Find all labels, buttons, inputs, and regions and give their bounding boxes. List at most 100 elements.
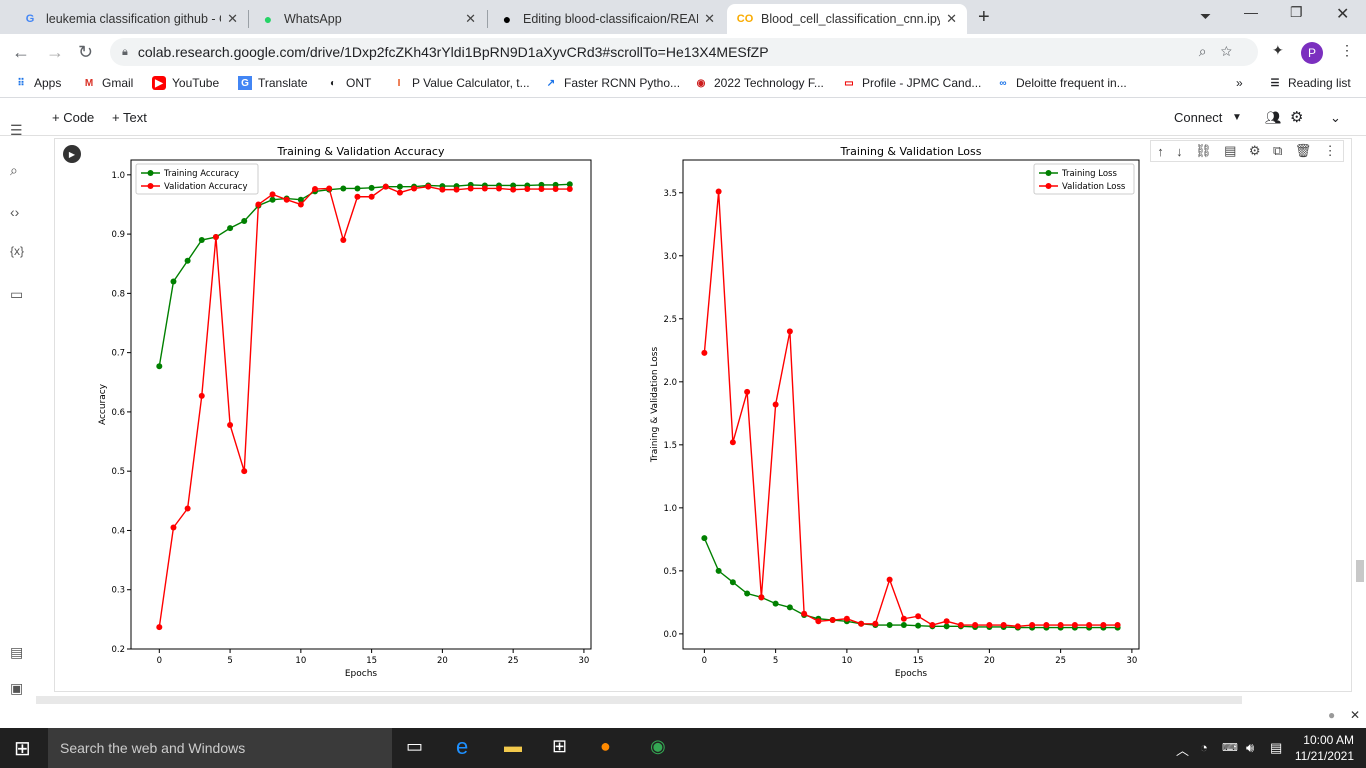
tab-search-icon[interactable]: ⏷ xyxy=(1200,8,1212,24)
close-icon[interactable]: ✕ xyxy=(704,11,715,26)
data-point xyxy=(829,617,836,624)
tab-whatsapp[interactable]: ● WhatsApp ✕ xyxy=(250,4,486,34)
notification-icon[interactable]: ▤ xyxy=(1270,740,1283,755)
avatar[interactable]: P xyxy=(1301,42,1323,64)
data-point xyxy=(156,624,163,631)
pvalue-icon: I xyxy=(397,77,401,89)
bookmark-jpmc[interactable]: ▭ Profile - JPMC Cand... xyxy=(842,76,981,90)
horizontal-scrollbar[interactable] xyxy=(36,696,1242,704)
bookmark-gmail[interactable]: M Gmail xyxy=(82,76,134,90)
close-icon[interactable]: ✕ xyxy=(946,11,957,26)
data-point xyxy=(957,622,964,629)
task-view-icon[interactable]: ▭ xyxy=(406,736,424,756)
forward-icon[interactable]: → xyxy=(46,42,64,62)
data-point xyxy=(510,182,517,189)
x-tick-label: 10 xyxy=(295,656,306,666)
data-point xyxy=(198,392,205,399)
add-code-button[interactable]: + Code xyxy=(52,110,95,125)
close-icon[interactable]: ✕ xyxy=(465,11,476,26)
share-people-icon[interactable]: 👥︎ xyxy=(1265,110,1282,125)
taskbar-clock[interactable]: 10:00 AM 11/21/2021 xyxy=(1295,732,1354,764)
data-point xyxy=(943,618,950,625)
mirror-cell-icon[interactable]: ⧉ xyxy=(1272,143,1283,158)
minimize-icon[interactable]: — xyxy=(1244,4,1258,20)
connect-dropdown-icon[interactable]: ▼ xyxy=(1232,112,1242,123)
tab-colab-notebook[interactable]: CO Blood_cell_classification_cnn.ipyn ✕ xyxy=(727,4,967,34)
back-icon[interactable]: ← xyxy=(12,42,30,62)
move-down-icon[interactable]: ↓ xyxy=(1176,143,1183,159)
close-icon[interactable]: ✕ xyxy=(227,11,238,26)
store-icon[interactable]: ⊞ xyxy=(552,736,568,756)
y-tick-label: 2.0 xyxy=(663,378,677,388)
bookmark-deloitte[interactable]: ∞ Deloitte frequent in... xyxy=(996,76,1126,90)
comment-icon[interactable]: ▤ xyxy=(1224,143,1237,158)
variables-icon[interactable]: {x} xyxy=(10,244,25,258)
bookmark-ont[interactable]: ◐ ONT xyxy=(326,76,371,90)
bookmark-technology[interactable]: ◉ 2022 Technology F... xyxy=(694,76,824,90)
code-snippets-icon[interactable]: ‹› xyxy=(10,204,20,220)
data-point xyxy=(340,185,347,192)
add-text-button[interactable]: + Text xyxy=(112,110,147,125)
extensions-icon[interactable]: ✦ xyxy=(1272,42,1284,58)
data-point xyxy=(269,191,276,198)
link-icon[interactable]: ⛓︎ xyxy=(1195,143,1212,158)
bookmark-label: ONT xyxy=(346,76,372,90)
x-tick-label: 10 xyxy=(841,656,852,666)
settings-gear-icon[interactable]: ⚙ xyxy=(1290,109,1304,126)
bookmark-translate[interactable]: G Translate xyxy=(238,76,308,90)
windows-start-icon[interactable]: ⊞ xyxy=(14,738,31,760)
window-close-icon[interactable]: ✕ xyxy=(1336,6,1350,23)
connect-button[interactable]: Connect xyxy=(1174,110,1223,125)
command-palette-icon[interactable]: ▤ xyxy=(10,644,24,660)
input-method-icon[interactable]: ⌨ xyxy=(1222,742,1238,754)
run-cell-icon[interactable]: ▶ xyxy=(63,145,81,163)
status-close-icon[interactable]: ✕ xyxy=(1350,708,1361,722)
bookmark-pvalue[interactable]: I P Value Calculator, t... xyxy=(392,76,530,90)
tray-overflow-icon[interactable]: ︿ xyxy=(1176,743,1190,758)
data-point xyxy=(496,185,502,192)
zoom-bookmark-icons[interactable]: ⌕☆ xyxy=(1198,43,1246,59)
new-tab-icon[interactable]: + xyxy=(978,6,990,28)
data-point xyxy=(297,201,304,208)
y-tick-label: 2.5 xyxy=(663,315,677,325)
bookmark-apps[interactable]: ⠿ Apps xyxy=(14,76,61,90)
edge-icon[interactable]: e xyxy=(456,734,469,759)
bookmark-faster-rcnn[interactable]: ↗ Faster RCNN Pytho... xyxy=(544,76,680,90)
tab-label: leukemia classification github - G xyxy=(46,12,222,26)
search-icon[interactable]: ⌕ xyxy=(10,162,18,178)
bookmarks-overflow-icon[interactable]: » xyxy=(1236,76,1243,90)
bookmark-label: 2022 Technology F... xyxy=(714,76,824,90)
network-icon[interactable]: ◔ xyxy=(1200,740,1208,755)
restore-icon[interactable]: ❐ xyxy=(1290,4,1303,20)
terminal-icon[interactable]: ▣ xyxy=(10,680,24,696)
data-point xyxy=(411,185,418,192)
file-explorer-icon[interactable]: ▬ xyxy=(504,736,522,756)
firefox-icon[interactable]: ● xyxy=(600,736,611,756)
bookmark-youtube[interactable]: ▶ YouTube xyxy=(152,76,219,90)
reload-icon[interactable]: ↻ xyxy=(78,42,94,62)
address-bar[interactable]: 🔒︎ colab.research.google.com/drive/1Dxp2… xyxy=(110,38,1258,66)
more-options-icon[interactable]: ⋮ xyxy=(1323,143,1337,158)
y-axis-label: Accuracy xyxy=(98,383,108,425)
reading-list-button[interactable]: ☰ Reading list xyxy=(1268,76,1351,90)
menu-kebab-icon[interactable]: ⋮ xyxy=(1340,42,1354,58)
toc-icon[interactable]: ☰ xyxy=(10,122,23,138)
files-folder-icon[interactable]: ▭ xyxy=(10,286,24,302)
collapse-chevron-icon[interactable]: ⌄ xyxy=(1330,110,1341,125)
move-up-icon[interactable]: ↑ xyxy=(1157,143,1164,159)
vertical-scrollbar[interactable] xyxy=(1356,560,1364,582)
data-point xyxy=(524,186,531,193)
colab-icon: CO xyxy=(736,13,754,25)
google-icon: G xyxy=(25,13,35,25)
tab-github-editing[interactable]: ● Editing blood-classificaion/READ ✕ xyxy=(489,4,725,34)
deloitte-icon: ∞ xyxy=(999,77,1007,89)
data-point xyxy=(1043,622,1050,629)
chrome-icon[interactable]: ◉ xyxy=(650,736,666,756)
tab-leukemia-search[interactable]: G leukemia classification github - G ✕ xyxy=(12,4,248,34)
taskbar-search-box[interactable]: Search the web and Windows xyxy=(48,728,392,768)
delete-icon[interactable]: 🗑︎ xyxy=(1294,143,1312,158)
data-point xyxy=(312,186,318,193)
bookmark-label: Faster RCNN Pytho... xyxy=(564,76,681,90)
volume-icon[interactable]: 🔊︎ xyxy=(1246,740,1255,755)
cell-settings-icon[interactable]: ⚙ xyxy=(1248,143,1261,158)
